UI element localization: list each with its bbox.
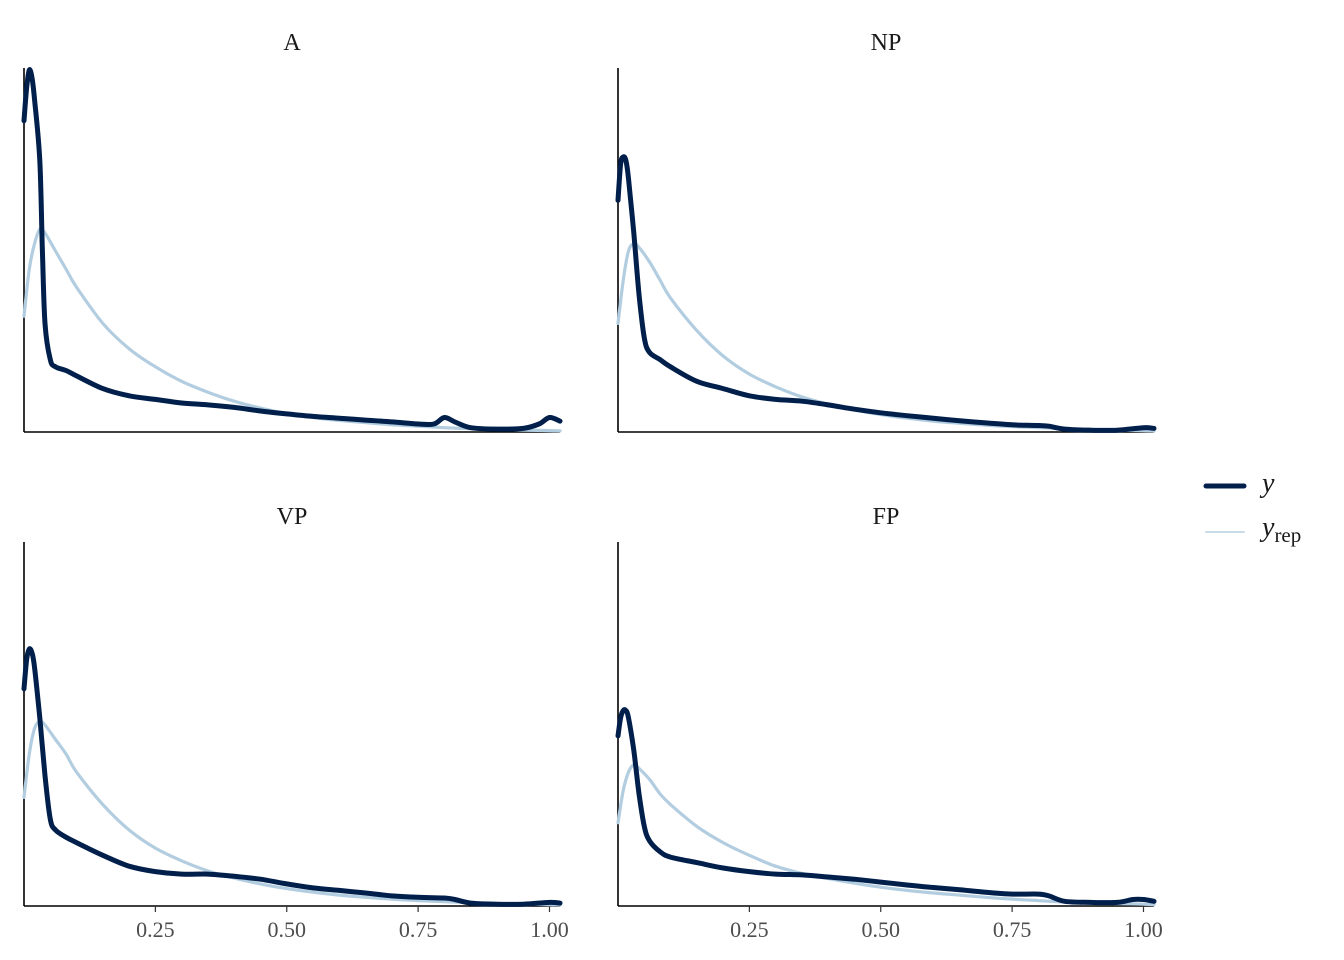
legend-label-yrep-main: y bbox=[1259, 512, 1275, 543]
facet-panels: A NP VP 0.25 0.50 0.75 1.00 FP 0.25 0.50 0.75 1.00 bbox=[21, 30, 1163, 942]
yrep-density-line-vp bbox=[22, 719, 562, 907]
legend-label-yrep-subscript: rep bbox=[1274, 523, 1301, 547]
x-tick-label: 0.75 bbox=[399, 917, 438, 942]
facet-panel-vp: VP 0.25 0.50 0.75 1.00 bbox=[21, 504, 569, 942]
facet-panel-fp: FP 0.25 0.50 0.75 1.00 bbox=[615, 504, 1163, 942]
x-tick-label: 1.00 bbox=[530, 917, 569, 942]
x-tick-label: 0.50 bbox=[267, 917, 306, 942]
x-tick-label: 0.25 bbox=[730, 917, 769, 942]
y-density-line-a bbox=[21, 67, 563, 432]
x-tick-label: 1.00 bbox=[1124, 917, 1163, 942]
yrep-density-line-np bbox=[616, 242, 1156, 433]
facet-title-vp: VP bbox=[277, 504, 308, 530]
facet-panel-a: A bbox=[21, 30, 563, 433]
y-density-line-vp bbox=[21, 646, 563, 907]
x-tick-label: 0.50 bbox=[861, 917, 900, 942]
yrep-density-line-a bbox=[22, 227, 562, 433]
y-density-line-fp bbox=[615, 707, 1157, 906]
x-tick-label: 0.75 bbox=[993, 917, 1032, 942]
legend: y yrep bbox=[1203, 468, 1301, 547]
facet-panel-np: NP bbox=[615, 30, 1157, 433]
facet-title-a: A bbox=[283, 30, 301, 56]
facet-title-fp: FP bbox=[873, 504, 900, 530]
legend-label-y: y bbox=[1259, 468, 1275, 499]
legend-label-yrep: yrep bbox=[1259, 512, 1301, 547]
y-density-line-np bbox=[615, 154, 1157, 433]
facet-title-np: NP bbox=[871, 30, 902, 56]
x-tick-label: 0.25 bbox=[136, 917, 175, 942]
